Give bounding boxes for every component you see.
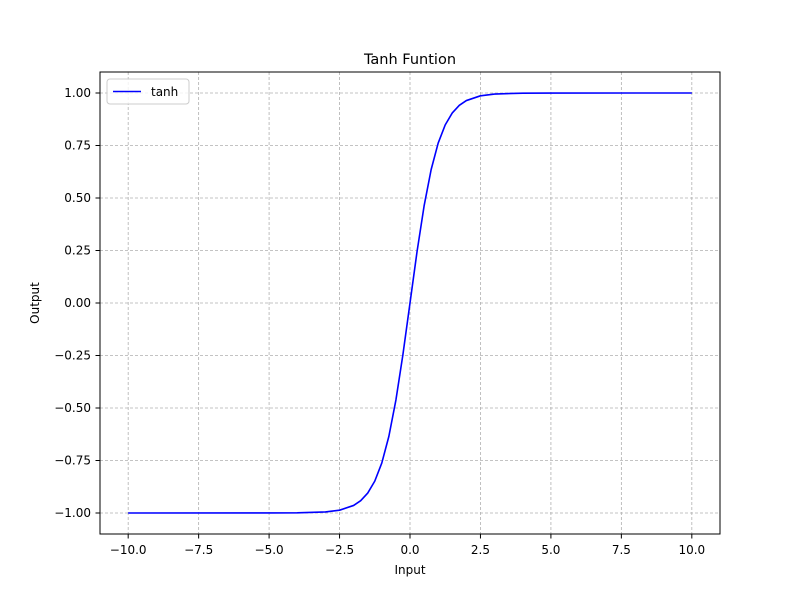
x-tick-label: −7.5 bbox=[184, 543, 213, 557]
y-tick-label: −1.00 bbox=[54, 506, 91, 520]
y-tick-label: 0.75 bbox=[64, 139, 91, 153]
chart-title: Tanh Funtion bbox=[363, 52, 456, 68]
legend-box bbox=[106, 78, 190, 105]
x-tick-label: 5.0 bbox=[541, 543, 560, 557]
y-tick-label: −0.50 bbox=[54, 401, 91, 415]
y-tick-label: 0.00 bbox=[64, 296, 91, 310]
series-layer bbox=[128, 92, 692, 514]
legend: tanh bbox=[106, 78, 190, 105]
y-tick-label: 0.50 bbox=[64, 191, 91, 205]
y-axis-title: Output bbox=[28, 282, 42, 324]
x-tick-label: −2.5 bbox=[325, 543, 354, 557]
x-axis-ticks: −10.0 −7.5 −5.0 −2.5 0.0 2.5 5.0 7.5 10.0 bbox=[110, 534, 705, 557]
x-tick-label: 7.5 bbox=[612, 543, 631, 557]
grid bbox=[100, 72, 720, 534]
y-tick-label: −0.25 bbox=[54, 349, 91, 363]
y-tick-label: 0.25 bbox=[64, 244, 91, 258]
series-line-tanh bbox=[128, 92, 692, 514]
legend-label: tanh bbox=[151, 85, 178, 99]
y-tick-label: 1.00 bbox=[64, 86, 91, 100]
x-tick-label: 10.0 bbox=[678, 543, 705, 557]
y-axis-ticks: −1.00 −0.75 −0.50 −0.25 0.00 0.25 0.50 0.75 1.00 bbox=[54, 86, 100, 520]
y-tick-label: −0.75 bbox=[54, 454, 91, 468]
x-tick-label: −5.0 bbox=[255, 543, 284, 557]
x-tick-label: 2.5 bbox=[471, 543, 490, 557]
x-tick-label: −10.0 bbox=[110, 543, 147, 557]
x-axis-title: Input bbox=[394, 563, 425, 577]
x-tick-label: 0.0 bbox=[400, 543, 419, 557]
